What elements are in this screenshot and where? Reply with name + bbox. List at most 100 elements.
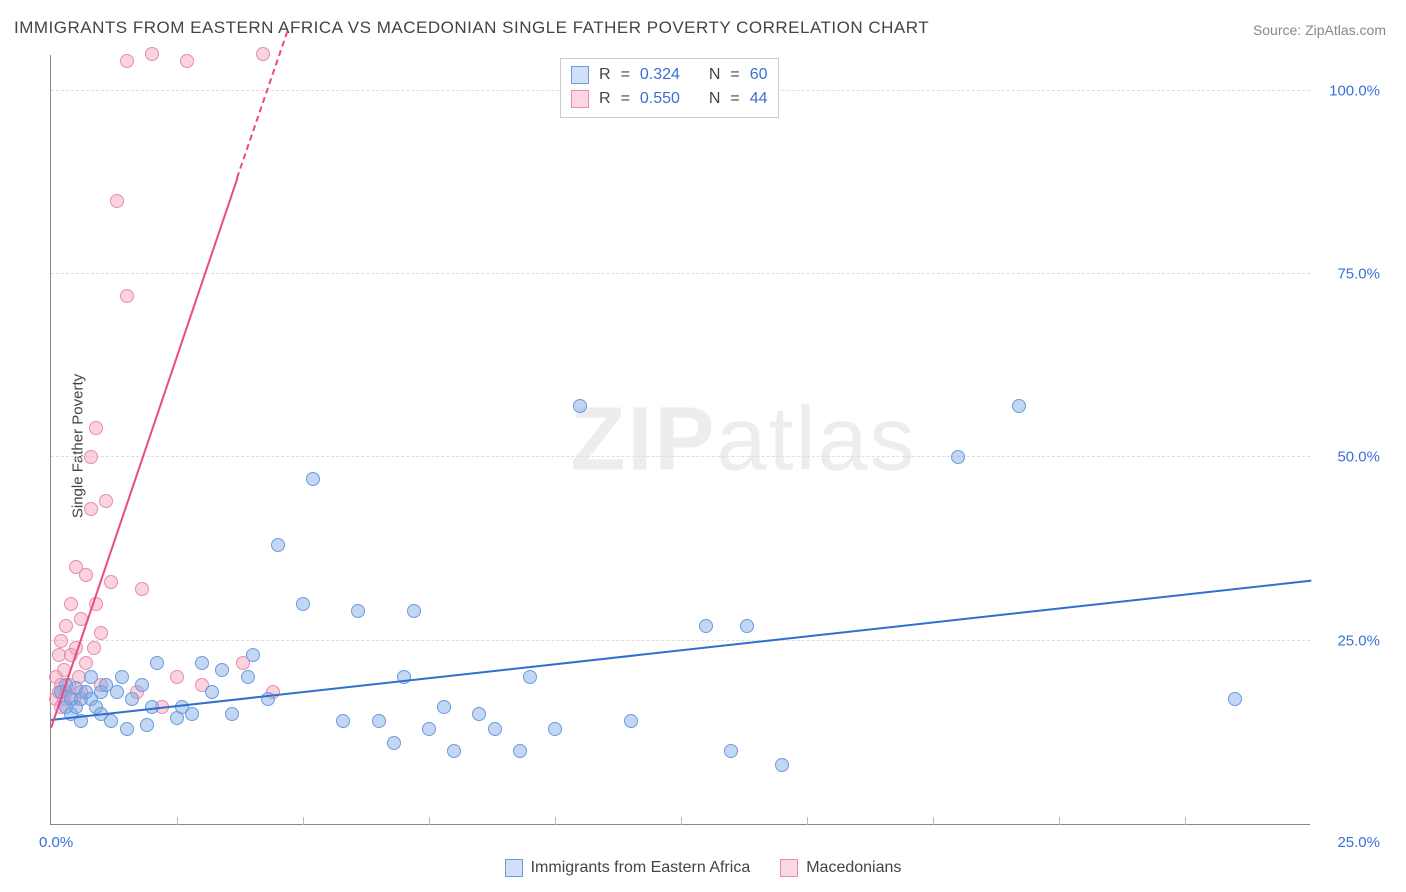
data-point-eastern-africa — [104, 714, 118, 728]
data-point-eastern-africa — [372, 714, 386, 728]
data-point-eastern-africa — [951, 450, 965, 464]
data-point-eastern-africa — [573, 399, 587, 413]
grid-line-horizontal — [51, 640, 1310, 641]
data-point-eastern-africa — [150, 656, 164, 670]
data-point-eastern-africa — [523, 670, 537, 684]
data-point-eastern-africa — [624, 714, 638, 728]
data-point-eastern-africa — [84, 670, 98, 684]
data-point-macedonians — [89, 421, 103, 435]
stat-R-label: R — [599, 63, 611, 87]
data-point-eastern-africa — [740, 619, 754, 633]
stat-R-value-1: 0.550 — [640, 87, 680, 111]
data-point-macedonians — [145, 47, 159, 61]
swatch-series-0 — [571, 66, 589, 84]
data-point-eastern-africa — [195, 656, 209, 670]
watermark: ZIPatlas — [570, 388, 916, 491]
stat-N-label: N — [709, 63, 721, 87]
data-point-macedonians — [84, 450, 98, 464]
data-point-eastern-africa — [205, 685, 219, 699]
data-point-eastern-africa — [437, 700, 451, 714]
x-minor-tick — [681, 817, 682, 825]
data-point-macedonians — [104, 575, 118, 589]
data-point-eastern-africa — [115, 670, 129, 684]
data-point-macedonians — [54, 634, 68, 648]
legend-swatch-0 — [505, 859, 523, 877]
data-point-eastern-africa — [472, 707, 486, 721]
data-point-macedonians — [84, 502, 98, 516]
data-point-macedonians — [94, 626, 108, 640]
data-point-macedonians — [180, 54, 194, 68]
legend-item-1: Macedonians — [780, 859, 901, 877]
data-point-eastern-africa — [724, 744, 738, 758]
data-point-eastern-africa — [140, 718, 154, 732]
y-tick-label: 50.0% — [1320, 449, 1380, 466]
data-point-eastern-africa — [125, 692, 139, 706]
legend-item-0: Immigrants from Eastern Africa — [505, 859, 751, 877]
data-point-eastern-africa — [351, 604, 365, 618]
stat-N-label: N — [709, 87, 721, 111]
bottom-legend: Immigrants from Eastern Africa Macedonia… — [0, 859, 1406, 877]
data-point-eastern-africa — [110, 685, 124, 699]
data-point-eastern-africa — [407, 604, 421, 618]
data-point-eastern-africa — [296, 597, 310, 611]
trend-line-eastern-africa — [51, 580, 1311, 721]
data-point-macedonians — [110, 194, 124, 208]
data-point-macedonians — [170, 670, 184, 684]
grid-line-horizontal — [51, 456, 1310, 457]
x-tick-label-max: 25.0% — [1320, 834, 1380, 851]
chart-title: IMMIGRANTS FROM EASTERN AFRICA VS MACEDO… — [14, 18, 929, 38]
watermark-light: atlas — [716, 389, 916, 489]
data-point-eastern-africa — [548, 722, 562, 736]
stat-eq: = — [621, 63, 630, 87]
data-point-macedonians — [79, 568, 93, 582]
stat-R-value-0: 0.324 — [640, 63, 680, 87]
source-label: Source: ZipAtlas.com — [1253, 22, 1386, 38]
stat-N-value-1: 44 — [750, 87, 768, 111]
stat-row-series-1: R = 0.550 N = 44 — [571, 87, 768, 111]
data-point-eastern-africa — [241, 670, 255, 684]
data-point-eastern-africa — [422, 722, 436, 736]
x-tick-label-min: 0.0% — [39, 834, 73, 851]
data-point-macedonians — [64, 597, 78, 611]
x-minor-tick — [177, 817, 178, 825]
stat-eq: = — [730, 87, 739, 111]
legend-label-0: Immigrants from Eastern Africa — [531, 859, 751, 877]
swatch-series-1 — [571, 90, 589, 108]
stat-eq: = — [730, 63, 739, 87]
stat-row-series-0: R = 0.324 N = 60 — [571, 63, 768, 87]
data-point-eastern-africa — [513, 744, 527, 758]
grid-line-horizontal — [51, 273, 1310, 274]
data-point-eastern-africa — [775, 758, 789, 772]
x-minor-tick — [429, 817, 430, 825]
data-point-macedonians — [79, 656, 93, 670]
data-point-eastern-africa — [271, 538, 285, 552]
data-point-eastern-africa — [488, 722, 502, 736]
data-point-macedonians — [120, 54, 134, 68]
data-point-eastern-africa — [246, 648, 260, 662]
data-point-eastern-africa — [1228, 692, 1242, 706]
legend-label-1: Macedonians — [806, 859, 901, 877]
data-point-eastern-africa — [185, 707, 199, 721]
stat-R-label: R — [599, 87, 611, 111]
y-tick-label: 100.0% — [1320, 82, 1380, 99]
data-point-eastern-africa — [306, 472, 320, 486]
y-tick-label: 75.0% — [1320, 266, 1380, 283]
data-point-macedonians — [120, 289, 134, 303]
stat-eq: = — [621, 87, 630, 111]
x-minor-tick — [1059, 817, 1060, 825]
x-minor-tick — [933, 817, 934, 825]
data-point-macedonians — [99, 494, 113, 508]
chart-plot-area: ZIPatlas 25.0%50.0%75.0%100.0%0.0%25.0% — [50, 55, 1310, 825]
data-point-macedonians — [256, 47, 270, 61]
data-point-eastern-africa — [225, 707, 239, 721]
stat-N-value-0: 60 — [750, 63, 768, 87]
x-minor-tick — [807, 817, 808, 825]
correlation-stat-box: R = 0.324 N = 60 R = 0.550 N = 44 — [560, 58, 779, 118]
data-point-macedonians — [59, 619, 73, 633]
data-point-eastern-africa — [336, 714, 350, 728]
data-point-eastern-africa — [447, 744, 461, 758]
x-minor-tick — [1185, 817, 1186, 825]
data-point-eastern-africa — [215, 663, 229, 677]
data-point-eastern-africa — [120, 722, 134, 736]
data-point-eastern-africa — [699, 619, 713, 633]
